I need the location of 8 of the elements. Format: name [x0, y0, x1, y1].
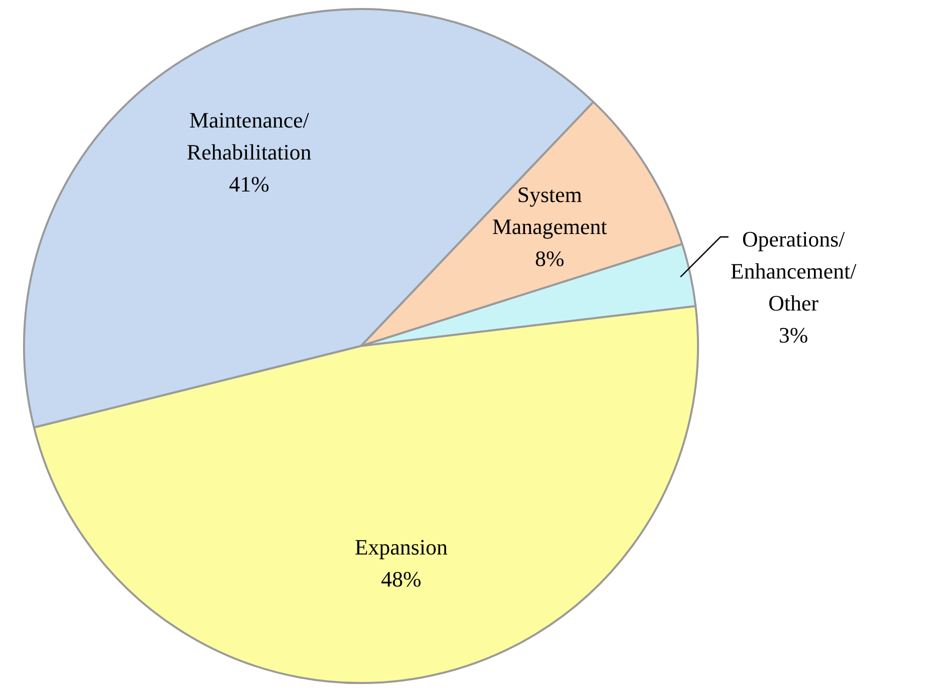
data-label: 3%	[778, 322, 808, 348]
slice-label: Maintenance/Rehabilitation	[186, 108, 312, 165]
data-label: 48%	[380, 566, 422, 592]
slice-label: Operations/Enhancement/Other	[730, 226, 858, 316]
data-label: 8%	[534, 246, 564, 271]
slice-label: Expansion	[354, 534, 448, 560]
data-label: 41%	[228, 172, 270, 197]
slice-label: System Management	[492, 182, 608, 239]
